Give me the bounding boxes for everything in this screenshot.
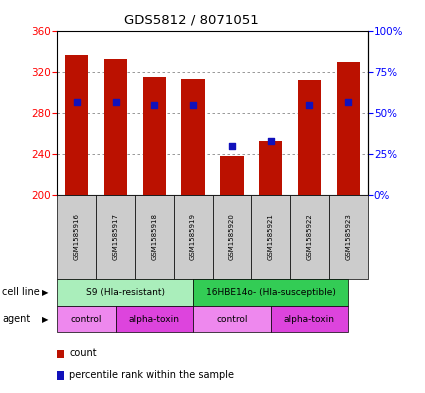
Text: GSM1585916: GSM1585916 — [74, 213, 80, 260]
Point — [229, 142, 235, 149]
Text: S9 (Hla-resistant): S9 (Hla-resistant) — [86, 288, 165, 297]
Bar — [298, 80, 321, 195]
Text: GSM1585921: GSM1585921 — [268, 213, 274, 260]
Point — [151, 102, 158, 108]
Text: GSM1585920: GSM1585920 — [229, 213, 235, 260]
Text: control: control — [216, 315, 248, 323]
Text: GSM1585919: GSM1585919 — [190, 213, 196, 260]
Bar — [181, 79, 205, 195]
Bar — [337, 62, 360, 195]
Bar — [220, 156, 244, 195]
Text: GSM1585917: GSM1585917 — [113, 213, 119, 260]
Text: GSM1585922: GSM1585922 — [306, 213, 312, 260]
Text: GDS5812 / 8071051: GDS5812 / 8071051 — [124, 14, 259, 27]
Bar — [259, 141, 282, 195]
Bar — [104, 59, 127, 195]
Point — [112, 98, 119, 105]
Text: ▶: ▶ — [42, 288, 48, 297]
Text: GSM1585918: GSM1585918 — [151, 213, 157, 260]
Text: percentile rank within the sample: percentile rank within the sample — [69, 370, 234, 380]
Bar — [65, 55, 88, 195]
Text: control: control — [71, 315, 102, 323]
Point — [267, 138, 274, 144]
Text: ▶: ▶ — [42, 315, 48, 323]
Point — [306, 102, 313, 108]
Text: alpha-toxin: alpha-toxin — [129, 315, 180, 323]
Text: 16HBE14o- (Hla-susceptible): 16HBE14o- (Hla-susceptible) — [206, 288, 336, 297]
Text: count: count — [69, 348, 96, 358]
Bar — [143, 77, 166, 195]
Point — [345, 98, 351, 105]
Point — [190, 102, 196, 108]
Text: alpha-toxin: alpha-toxin — [284, 315, 335, 323]
Point — [74, 98, 80, 105]
Text: cell line: cell line — [2, 287, 40, 298]
Text: agent: agent — [2, 314, 30, 324]
Text: GSM1585923: GSM1585923 — [345, 213, 351, 260]
